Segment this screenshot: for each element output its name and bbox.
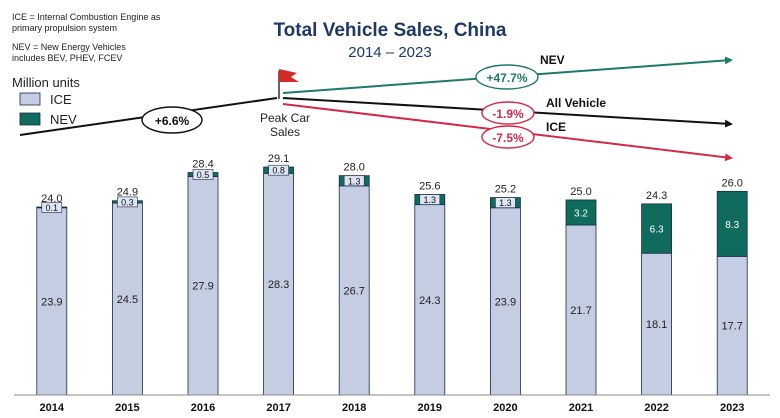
total-value-label: 26.0 [721, 177, 742, 189]
peak-label-line-1: Peak Car [260, 111, 310, 125]
ice-value-label: 21.7 [570, 305, 591, 317]
bar-ice [338, 185, 370, 396]
note-line-4: includes BEV, PHEV, FCEV [12, 53, 122, 63]
ice-value-label: 27.9 [192, 281, 213, 293]
ice-value-label: 18.1 [646, 319, 667, 331]
total-value-label: 25.0 [570, 186, 591, 198]
x-tick-label: 2023 [720, 402, 744, 414]
x-tick-label: 2017 [266, 402, 290, 414]
ice-growth-label: -7.5% [492, 131, 524, 145]
ice-value-label: 28.3 [268, 279, 289, 291]
x-tick-label: 2019 [418, 402, 442, 414]
nev-value-label: 8.3 [725, 220, 739, 231]
nev-value-label: 3.2 [574, 208, 588, 219]
bar-nev [641, 203, 672, 254]
bar-nev [565, 199, 597, 226]
total-value-label: 28.0 [343, 162, 364, 174]
nev-value-label: 0.3 [121, 197, 134, 207]
total-value-label: 24.9 [117, 187, 138, 199]
x-tick-label: 2022 [644, 402, 668, 414]
nev-value-label: 1.3 [348, 176, 361, 186]
ice-growth-oval [481, 125, 535, 149]
bar-nev [716, 190, 748, 257]
x-tick-label: 2016 [191, 402, 215, 414]
x-tick-label: 2015 [115, 402, 139, 414]
bar-ice [716, 255, 748, 396]
ice-value-label: 24.3 [419, 295, 440, 307]
bar-ice [489, 207, 521, 396]
total-value-label: 29.1 [268, 153, 289, 165]
pre-peak-growth-oval [141, 106, 203, 134]
all-vehicle-growth-label: -1.9% [492, 107, 524, 121]
note-line-2: primary propulsion system [12, 23, 117, 33]
nev-value-pill [268, 164, 289, 176]
x-tick-label: 2020 [493, 402, 517, 414]
total-value-label: 25.2 [495, 184, 516, 196]
ice-value-label: 17.7 [721, 321, 742, 333]
x-tick-label: 2018 [342, 402, 366, 414]
note-line-1: ICE = Internal Combustion Engine as [12, 12, 161, 22]
note-line-3: NEV = New Energy Vehicles [12, 42, 126, 52]
y-axis-label: Million units [12, 75, 80, 90]
x-tick-label: 2014 [40, 402, 65, 414]
nev-value-label: 6.3 [650, 225, 664, 236]
legend-swatch-nev [19, 112, 41, 126]
nev-value-label: 0.8 [272, 166, 285, 176]
bar-group: 23.90.124.0201424.50.324.9201527.90.528.… [36, 153, 748, 414]
peak-label-line-2: Sales [270, 125, 300, 139]
nev-value-label: 1.3 [424, 195, 437, 205]
nev-value-pill [343, 175, 365, 187]
pre-peak-growth-label: +6.6% [155, 114, 190, 128]
ice-value-label: 23.9 [495, 296, 516, 308]
bar-ice [263, 172, 295, 396]
nev-value-pill [192, 169, 214, 180]
nev-value-pill [419, 194, 441, 205]
total-value-label: 28.4 [192, 159, 213, 171]
legend-swatch-ice [19, 92, 41, 106]
legend-label-nev: NEV [50, 112, 77, 127]
chart-subtitle: 2014 – 2023 [348, 44, 431, 61]
nev-growth-oval [475, 64, 539, 90]
chart-title: Total Vehicle Sales, China [273, 20, 506, 41]
nev-value-pill [41, 202, 63, 213]
nev-growth-label: +47.7% [486, 71, 527, 85]
bar-ice [565, 224, 597, 396]
peak-flag-icon [278, 69, 299, 99]
ice-value-label: 23.9 [41, 296, 62, 308]
nev-value-label: 0.1 [46, 203, 59, 213]
nev-value-label: 1.3 [499, 198, 512, 208]
all-vehicle-growth-oval [481, 101, 535, 125]
total-value-label: 24.3 [646, 190, 667, 202]
total-value-label: 24.0 [41, 193, 62, 205]
ice-value-label: 24.5 [117, 294, 138, 306]
bar-ice [414, 204, 446, 396]
nev-value-pill [495, 197, 516, 208]
ice-value-label: 26.7 [343, 285, 364, 297]
ice-trend-name: ICE [546, 120, 566, 134]
nev-value-label: 0.5 [197, 170, 210, 180]
legend-label-ice: ICE [50, 92, 72, 107]
nev-value-pill [117, 196, 138, 208]
total-value-label: 25.6 [419, 180, 440, 192]
all-vehicle-trend-name: All Vehicle [546, 96, 606, 110]
bar-ice [36, 207, 68, 396]
x-tick-label: 2021 [569, 402, 593, 414]
nev-trend-name: NEV [540, 53, 565, 67]
